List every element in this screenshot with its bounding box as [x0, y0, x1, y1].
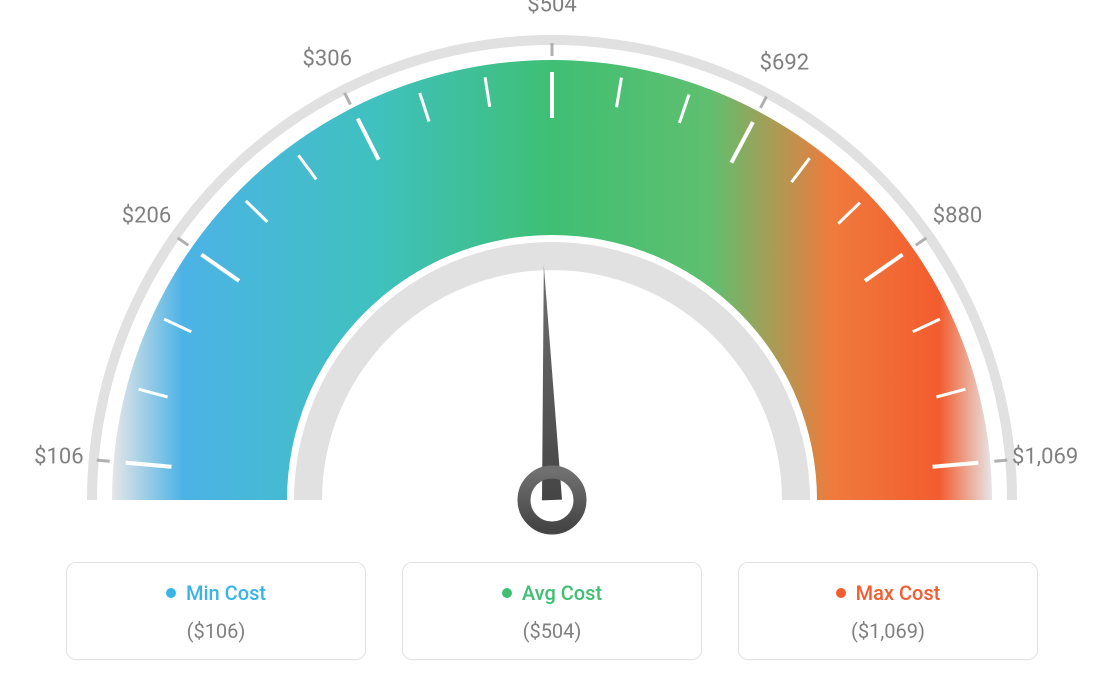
- legend-dot-min: [166, 588, 176, 598]
- legend-value-max: ($1,069): [749, 619, 1027, 643]
- legend-value-avg: ($504): [413, 619, 691, 643]
- gauge-tick-label: $1,069: [1012, 444, 1078, 469]
- gauge-tick-label: $692: [760, 50, 809, 75]
- gauge-svg: [0, 10, 1104, 560]
- gauge-tick-label: $106: [34, 444, 83, 469]
- legend-title-max: Max Cost: [836, 581, 941, 605]
- legend-title-min: Min Cost: [166, 581, 266, 605]
- gauge-tick-label: $206: [122, 204, 171, 229]
- legend-label-max: Max Cost: [856, 581, 941, 605]
- gauge-chart-container: $106 $206 $306 $504 $692 $880 $1,069 Min Cost …: [0, 0, 1104, 690]
- gauge-tick-label: $306: [303, 46, 352, 71]
- legend-dot-max: [836, 588, 846, 598]
- legend-dot-avg: [502, 588, 512, 598]
- legend-value-min: ($106): [77, 619, 355, 643]
- legend-card-min: Min Cost ($106): [66, 562, 366, 660]
- gauge-area: $106 $206 $306 $504 $692 $880 $1,069: [0, 0, 1104, 560]
- legend-card-max: Max Cost ($1,069): [738, 562, 1038, 660]
- legend-card-avg: Avg Cost ($504): [402, 562, 702, 660]
- gauge-tick-label: $504: [527, 0, 576, 18]
- legend-row: Min Cost ($106) Avg Cost ($504) Max Cost…: [0, 562, 1104, 660]
- legend-label-min: Min Cost: [186, 581, 266, 605]
- legend-label-avg: Avg Cost: [522, 581, 602, 605]
- gauge-tick-label: $880: [933, 204, 982, 229]
- legend-title-avg: Avg Cost: [502, 581, 602, 605]
